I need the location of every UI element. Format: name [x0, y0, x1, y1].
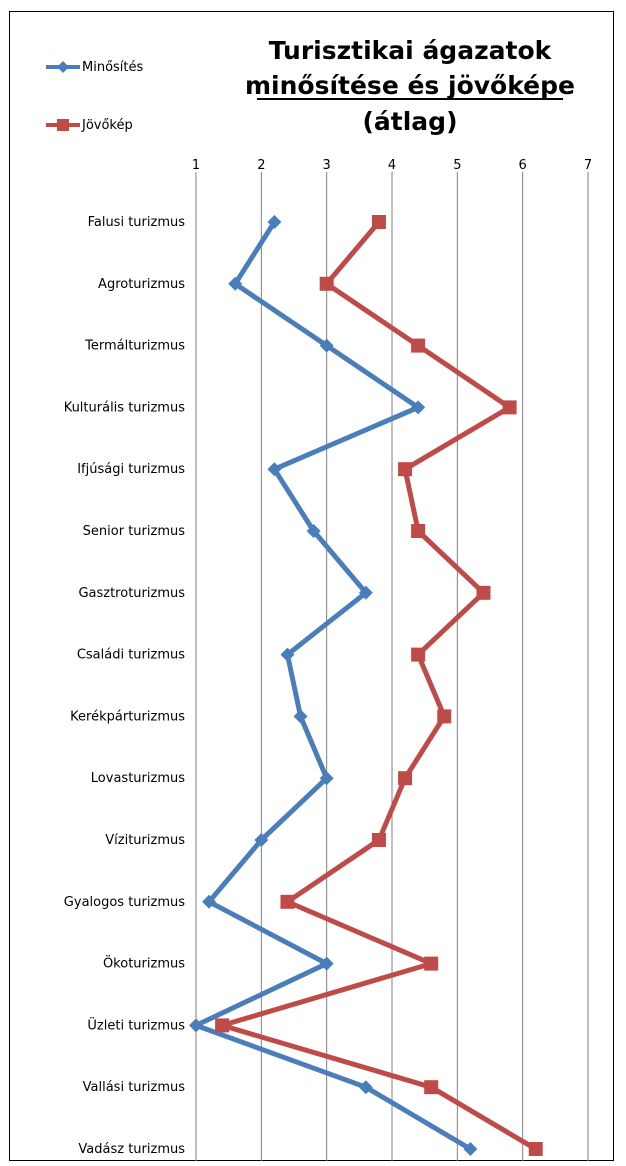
data-point: [437, 709, 452, 724]
x-tick-label: 5: [453, 158, 461, 173]
category-label: Víziturizmus: [105, 833, 185, 848]
data-point: [293, 709, 308, 724]
x-axis-ticks: 1 2 3 4 5 6 7: [192, 158, 592, 173]
data-point: [398, 462, 413, 477]
data-point: [398, 771, 413, 786]
data-point: [306, 524, 321, 538]
category-label: Termálturizmus: [84, 339, 185, 354]
category-label: Családi turizmus: [77, 648, 185, 663]
x-tick-label: 2: [257, 158, 265, 173]
category-label: Vadász turizmus: [78, 1142, 185, 1157]
x-tick-label: 4: [388, 158, 396, 173]
x-tick-label: 6: [519, 158, 527, 173]
category-labels: Falusi turizmus Agroturizmus Termálturizmu…: [64, 215, 186, 1157]
data-point: [411, 647, 426, 662]
series-line: [219, 220, 538, 1152]
category-label: Ifjúsági turizmus: [77, 462, 185, 477]
series-layer: [189, 215, 543, 1156]
data-point: [254, 833, 269, 847]
category-label: Falusi turizmus: [88, 215, 186, 230]
data-point: [202, 894, 217, 909]
data-point: [411, 524, 426, 538]
data-point: [424, 1080, 439, 1095]
category-label: Üzleti turizmus: [87, 1016, 185, 1033]
data-point: [358, 1080, 373, 1095]
legend-label-minosites: Minősítés: [82, 60, 144, 75]
chart-frame: [9, 11, 614, 1161]
data-point: [228, 276, 243, 291]
data-point: [502, 400, 517, 415]
data-point: [371, 215, 386, 229]
data-point: [371, 833, 386, 847]
chart-title: Turisztikai ágazatok minősítése és jövők…: [245, 36, 575, 136]
chart-title-line-3: (átlag): [362, 107, 457, 136]
data-point: [463, 1142, 478, 1156]
category-label: Gasztroturizmus: [78, 586, 185, 601]
category-label: Ökoturizmus: [103, 955, 185, 972]
data-point: [528, 1142, 543, 1156]
category-label: Agroturizmus: [98, 277, 185, 292]
x-tick-label: 1: [192, 158, 200, 173]
data-point: [411, 400, 426, 415]
data-point: [189, 1018, 203, 1033]
legend: Minősítés Jövőkép: [46, 60, 144, 133]
series-minosites: [189, 215, 478, 1156]
category-label: Senior turizmus: [83, 524, 186, 539]
data-point: [358, 585, 373, 600]
data-point: [267, 462, 282, 477]
category-label: Lovasturizmus: [91, 771, 185, 786]
legend-label-jovokep: Jövőkép: [81, 118, 133, 133]
legend-item-jovokep: Jövőkép: [46, 118, 133, 133]
data-point: [319, 338, 334, 353]
chart-title-line-2: minősítése és jövőképe: [245, 71, 575, 100]
category-label: Gyalogos turizmus: [64, 895, 185, 910]
chart-title-line-1: Turisztikai ágazatok: [269, 36, 553, 65]
data-point: [319, 956, 334, 971]
grid-lines: [195, 172, 589, 1161]
legend-item-minosites: Minősítés: [46, 60, 144, 75]
series-jovokep: [215, 215, 543, 1156]
category-label: Kulturális turizmus: [64, 400, 186, 415]
data-point: [411, 338, 426, 353]
data-point: [280, 647, 295, 662]
data-point: [215, 1018, 230, 1033]
data-point: [476, 585, 491, 600]
x-tick-label: 3: [323, 158, 331, 173]
series-line: [193, 220, 472, 1152]
data-point: [319, 771, 334, 786]
data-point: [424, 956, 439, 971]
legend-marker-minosites: [57, 61, 69, 73]
legend-marker-jovokep: [57, 119, 69, 131]
category-label: Vallási turizmus: [83, 1080, 186, 1095]
category-label: Kerékpárturizmus: [70, 709, 185, 724]
x-tick-label: 7: [584, 158, 592, 173]
data-point: [280, 894, 295, 909]
data-point: [267, 215, 282, 229]
data-point: [319, 276, 334, 291]
